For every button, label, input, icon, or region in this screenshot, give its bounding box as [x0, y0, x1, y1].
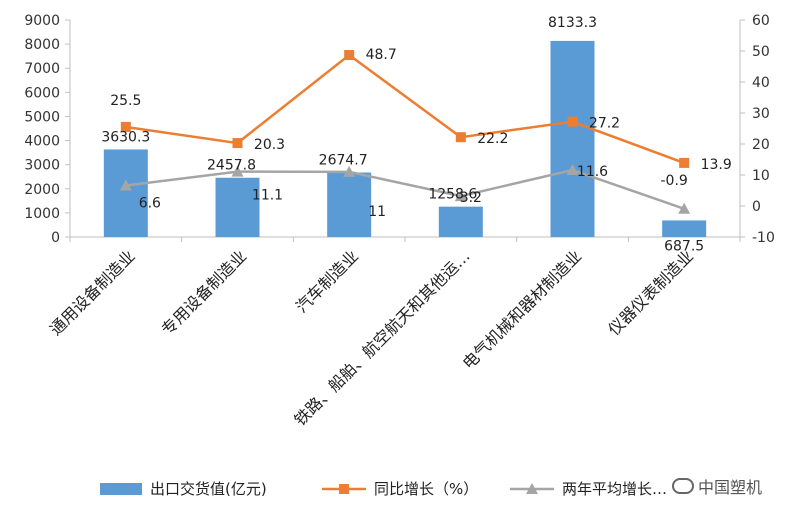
- point-marker-triangle: [231, 165, 244, 177]
- avg-value-label: 11: [368, 204, 386, 220]
- avg-value-label: 11.1: [252, 188, 283, 204]
- legend-item-yoy: 同比增长（%）: [322, 478, 478, 499]
- right-tick-label: 40: [752, 75, 770, 91]
- point-marker-triangle: [678, 202, 691, 214]
- yoy-value-label: 25.5: [110, 93, 141, 109]
- category-label: 铁路、船舶、航空航天和其他运…: [291, 246, 474, 429]
- bar-value-label: 2457.8: [207, 158, 256, 174]
- bar: [550, 40, 595, 238]
- legend-item-avg: 两年平均增长…: [510, 478, 667, 499]
- avg-value-label: 11.6: [577, 164, 608, 180]
- avg-value-label: 3.2: [460, 190, 482, 206]
- legend-triangle-marker-icon: [510, 482, 554, 494]
- combo-chart: 0 1000 2000 3000 4000 5000 6000 7000 8000 9000 -10…: [24, 13, 775, 430]
- left-tick-label: 0: [51, 230, 60, 246]
- left-tick-label: 3000: [24, 158, 60, 174]
- data-labels: 3630.3 2457.8 2674.7 1258.6 8133.3 687.5 25.5 2…: [101, 15, 731, 255]
- series-line: [125, 53, 685, 165]
- legend-bar-swatch: [100, 482, 142, 495]
- point-marker-square: [120, 121, 131, 132]
- right-tick-label: 50: [752, 44, 770, 60]
- point-marker-triangle: [566, 164, 579, 176]
- yoy-value-label: 13.9: [701, 157, 732, 173]
- yoy-value-label: 48.7: [366, 47, 397, 63]
- legend-item-bar: 出口交货值(亿元): [100, 478, 267, 499]
- left-tick-label: 1000: [24, 206, 60, 222]
- bar-series: [103, 40, 707, 238]
- point-marker-square: [567, 116, 578, 127]
- legend-yoy-label: 同比增长（%）: [374, 480, 479, 498]
- category-labels: 通用设备制造业 专用设备制造业 汽车制造业铁路、船舶、航空航天和其他运…电气机械和器…: [46, 246, 697, 429]
- yoy-value-label: 22.2: [477, 131, 508, 147]
- left-tick-label: 2000: [24, 182, 60, 198]
- category-label: 电气机械和器材制造业: [459, 246, 586, 373]
- watermark: 中国塑机: [668, 474, 767, 498]
- bar: [662, 220, 707, 237]
- category-label: 通用设备制造业: [46, 246, 139, 339]
- point-marker-square: [232, 138, 243, 149]
- left-tick-label: 9000: [24, 13, 60, 29]
- bar: [103, 149, 148, 237]
- right-tick-label: 20: [752, 137, 770, 153]
- left-tick-label: 6000: [24, 85, 60, 101]
- legend-avg-label: 两年平均增长…: [562, 480, 668, 498]
- right-tick-label: 10: [752, 168, 770, 184]
- chart-legend: 出口交货值(亿元) 同比增长（%） 两年平均增长…: [0, 472, 800, 502]
- left-tick-label: 5000: [24, 109, 60, 125]
- wechat-icon: [672, 478, 694, 494]
- bar-value-label: 2674.7: [319, 153, 368, 169]
- line-series: [119, 50, 691, 214]
- point-marker-triangle: [343, 165, 356, 177]
- series-line: [125, 168, 685, 210]
- right-tick-label: 0: [752, 199, 761, 215]
- bar-value-label: 687.5: [664, 238, 704, 254]
- category-label: 专用设备制造业: [158, 246, 251, 339]
- point-marker-square: [344, 50, 355, 61]
- point-marker-triangle: [454, 190, 467, 202]
- point-marker-square: [455, 132, 466, 143]
- yoy-value-label: 27.2: [589, 116, 620, 132]
- left-tick-label: 4000: [24, 134, 60, 150]
- chart-axes: 0 1000 2000 3000 4000 5000 6000 7000 8000 9000 -10…: [24, 13, 775, 246]
- watermark-text: 中国塑机: [698, 478, 763, 497]
- right-tick-label: 60: [752, 13, 770, 29]
- legend-square-marker-icon: [322, 483, 366, 494]
- left-tick-label: 8000: [24, 37, 60, 53]
- bar-value-label: 8133.3: [548, 15, 597, 31]
- bar: [327, 172, 372, 237]
- category-label: 汽车制造业: [292, 246, 362, 316]
- avg-value-label: 6.6: [139, 196, 161, 212]
- left-tick-label: 7000: [24, 61, 60, 77]
- right-tick-label: 30: [752, 106, 770, 122]
- bar: [215, 177, 260, 237]
- bar-value-label: 1258.6: [428, 187, 477, 203]
- bar: [438, 206, 483, 237]
- bar-value-label: 3630.3: [101, 129, 150, 145]
- category-label: 仪器仪表制造业: [604, 246, 697, 339]
- legend-bar-label: 出口交货值(亿元): [150, 480, 267, 498]
- point-marker-square: [679, 157, 690, 168]
- right-tick-label: -10: [752, 230, 775, 246]
- avg-value-label: -0.9: [661, 173, 688, 189]
- yoy-value-label: 20.3: [254, 137, 285, 153]
- point-marker-triangle: [119, 179, 132, 191]
